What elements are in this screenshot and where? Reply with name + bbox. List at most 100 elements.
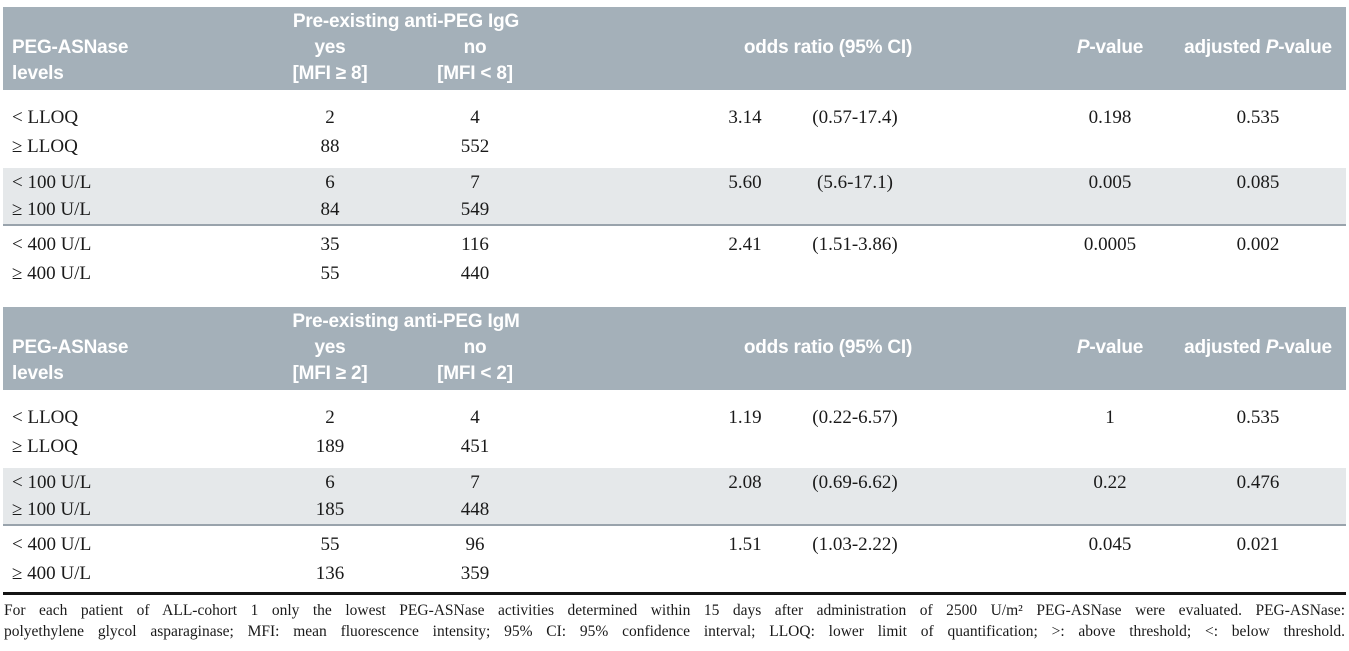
no-label: no [463,37,487,58]
yes-label: yes [314,37,346,58]
table-anti-peg-igm: PEG-ASNase levels Pre-existing anti-PEG … [3,307,1346,595]
column-header-p-value: P-value [1050,37,1170,59]
yes-count-cell: 185 [315,499,345,520]
p-italic: P [1076,337,1090,358]
no-count-cell: 7 [470,472,480,493]
no-count-cell: 451 [460,436,490,457]
adj-p-value-cell: 0.535 [1236,107,1280,128]
p-suffix: -value [1089,37,1144,58]
yes-count-cell: 55 [320,534,340,555]
table-row: ≥ 100 U/L 84 549 [3,196,1346,223]
adjusted-prefix: adjusted [1184,37,1266,58]
table-anti-peg-igg: PEG-ASNase levels Pre-existing anti-PEG … [3,7,1346,292]
odds-ratio-cell: 2.41 [728,234,762,255]
level-cell: < LLOQ [12,407,79,428]
column-header-group-igm: Pre-existing anti-PEG IgM [292,311,520,332]
level-cell: ≥ 100 U/L [12,499,92,520]
level-cell: < 400 U/L [12,234,92,255]
odds-ratio-cell: 2.08 [728,472,762,493]
adj-p-value-cell: 0.021 [1236,534,1280,555]
table-row: ≥ 100 U/L 185 448 [3,496,1346,523]
table-row: ≥ LLOQ 88 552 [3,132,1346,161]
column-header-yes: yes [MFI ≥ 8] [230,35,430,87]
no-count-cell: 552 [460,136,490,157]
p-value-cell: 0.045 [1088,534,1132,555]
column-header-odds-ratio: odds ratio (95% CI) [743,337,913,358]
yes-count-cell: 2 [325,407,335,428]
adj-p-value-cell: 0.085 [1236,172,1280,193]
p-value-cell: 0.22 [1093,472,1127,493]
no-threshold: [MFI < 8] [437,63,513,84]
no-count-cell: 448 [460,499,490,520]
table-row: < 100 U/L 6 7 2.08 (0.69-6.62) 0.22 0.47… [3,469,1346,496]
p-italic: P [1265,37,1279,58]
no-count-cell: 4 [470,107,480,128]
group-lloq: < LLOQ 2 4 1.19 (0.22-6.57) 1 0.535 ≥ LL… [3,390,1346,468]
p-suffix: -value [1278,337,1332,358]
odds-ratio-cell: 5.60 [728,172,762,193]
yes-count-cell: 35 [320,234,340,255]
yes-count-cell: 6 [325,472,335,493]
ci-cell: (0.57-17.4) [812,107,898,128]
yes-count-cell: 2 [325,107,335,128]
no-count-cell: 116 [461,234,489,255]
no-count-cell: 7 [470,172,480,193]
levels-header-line1: PEG-ASNase [12,37,129,58]
ci-cell: (0.69-6.62) [812,472,898,493]
p-value-cell: 1 [1105,407,1115,428]
ci-cell: (0.22-6.57) [812,407,898,428]
yes-label: yes [314,337,346,358]
yes-count-cell: 136 [315,563,345,584]
table-row: < LLOQ 2 4 1.19 (0.22-6.57) 1 0.535 [3,403,1346,432]
p-value-cell: 0.005 [1088,172,1132,193]
p-value-cell: 0.198 [1088,107,1132,128]
level-cell: ≥ 100 U/L [12,199,92,220]
table-row: ≥ LLOQ 189 451 [3,432,1346,461]
p-suffix: -value [1089,337,1144,358]
column-header-group-igg: Pre-existing anti-PEG IgG [292,11,520,32]
column-header-adjusted-p-value: adjusted P-value [1170,337,1346,359]
column-header-no: no [MFI < 8] [430,35,520,87]
level-cell: < 400 U/L [12,534,92,555]
column-header-levels: PEG-ASNase levels [3,309,230,387]
levels-header-line1: PEG-ASNase [12,337,129,358]
level-cell: ≥ LLOQ [12,136,78,157]
table-header-igg: PEG-ASNase levels Pre-existing anti-PEG … [3,7,1346,90]
yes-threshold: [MFI ≥ 2] [292,363,368,384]
level-cell: ≥ 400 U/L [12,563,92,584]
column-header-yes: yes [MFI ≥ 2] [230,335,430,387]
p-suffix: -value [1278,37,1332,58]
level-cell: ≥ 400 U/L [12,263,92,284]
table-row: < 400 U/L 35 116 2.41 (1.51-3.86) 0.0005… [3,230,1346,259]
column-header-adjusted-p-value: adjusted P-value [1170,37,1346,59]
no-label: no [463,337,487,358]
yes-count-cell: 88 [320,136,340,157]
no-count-cell: 359 [460,563,490,584]
p-italic: P [1265,337,1279,358]
no-count-cell: 440 [460,263,490,284]
group-400ul: < 400 U/L 35 116 2.41 (1.51-3.86) 0.0005… [3,226,1346,292]
adj-p-value-cell: 0.002 [1236,234,1280,255]
levels-header-line2: levels [12,363,64,384]
column-header-no: no [MFI < 2] [430,335,520,387]
yes-count-cell: 84 [320,199,340,220]
level-cell: < 100 U/L [12,172,92,193]
p-italic: P [1076,37,1090,58]
table-row: < LLOQ 2 4 3.14 (0.57-17.4) 0.198 0.535 [3,103,1346,132]
group-100ul: < 100 U/L 6 7 5.60 (5.6-17.1) 0.005 0.08… [3,168,1346,226]
ci-cell: (5.6-17.1) [817,172,893,193]
table-row: ≥ 400 U/L 55 440 [3,259,1346,288]
table-header-igm: PEG-ASNase levels Pre-existing anti-PEG … [3,307,1346,390]
odds-ratio-cell: 1.51 [728,534,762,555]
table-footnote: For each patient of ALL-cohort 1 only th… [4,600,1345,642]
adjusted-prefix: adjusted [1184,337,1266,358]
table-row: < 100 U/L 6 7 5.60 (5.6-17.1) 0.005 0.08… [3,169,1346,196]
odds-ratio-cell: 3.14 [728,107,762,128]
adj-p-value-cell: 0.476 [1236,472,1280,493]
levels-header-line2: levels [12,63,64,84]
footnote-line-2: polyethylene glycol asparaginase; MFI: m… [4,623,1345,640]
column-header-p-value: P-value [1050,337,1170,359]
yes-count-cell: 6 [325,172,335,193]
footnote-line-1: For each patient of ALL-cohort 1 only th… [4,602,1345,619]
